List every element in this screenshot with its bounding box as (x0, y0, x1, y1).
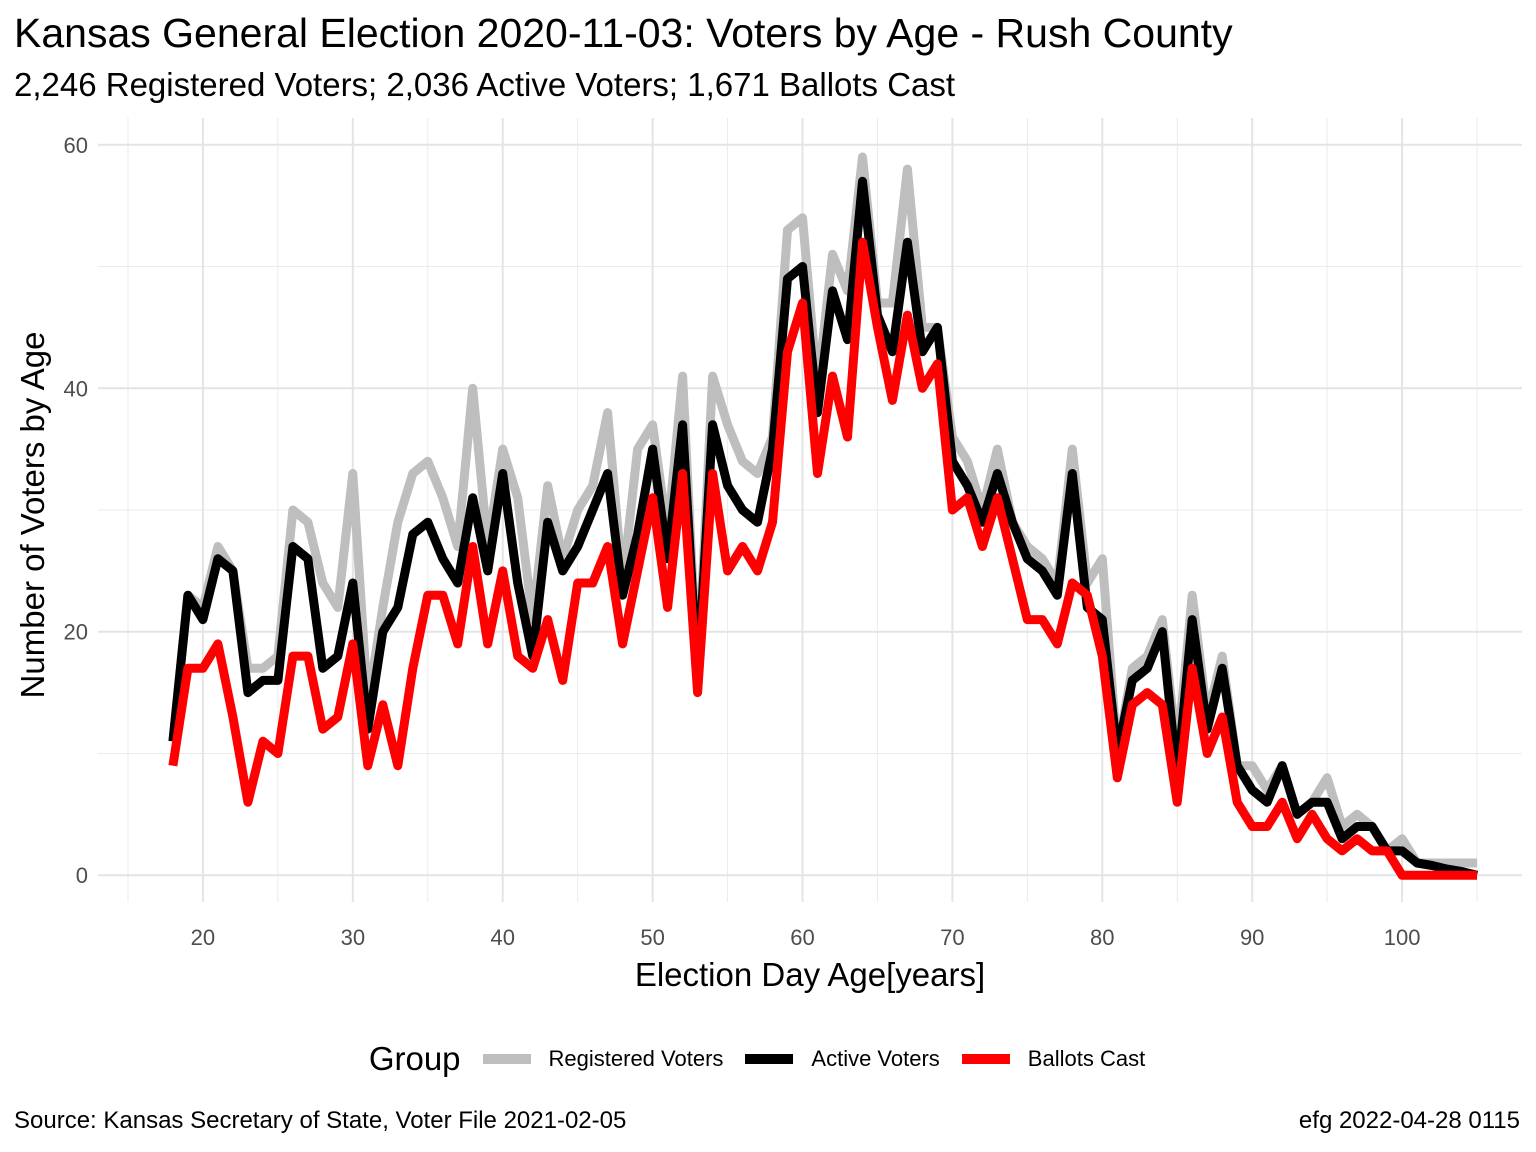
y-tick-label: 60 (64, 133, 88, 158)
x-tick-label: 90 (1240, 925, 1264, 950)
x-tick-label: 70 (940, 925, 964, 950)
series-ballots-cast (168, 237, 1477, 880)
x-tick-label: 80 (1090, 925, 1114, 950)
y-tick-label: 0 (76, 863, 88, 888)
x-tick-label: 60 (790, 925, 814, 950)
legend-label-active: Active Voters (811, 1046, 940, 1071)
legend: Group Registered Voters Active Voters Ba… (0, 1040, 1536, 1078)
legend-label-ballots: Ballots Cast (1027, 1046, 1146, 1071)
x-axis-title: Election Day Age[years] (635, 956, 985, 993)
x-tick-labels: 20 30 40 50 60 70 80 90 100 (191, 925, 1421, 950)
y-tick-label: 40 (64, 376, 88, 401)
x-tick-label: 50 (640, 925, 664, 950)
x-tick-label: 30 (341, 925, 365, 950)
source-caption: Source: Kansas Secretary of State, Voter… (14, 1107, 627, 1134)
line-chart: 20 30 40 50 60 70 80 90 100 0 20 40 60 Election Day… (14, 118, 1522, 993)
series-active-voters (168, 176, 1479, 880)
series-lines (168, 152, 1479, 880)
legend-label-registered: Registered Voters (548, 1046, 724, 1071)
x-tick-label: 20 (191, 925, 215, 950)
minor-gridlines (98, 118, 1522, 902)
legend-key-registered (482, 1054, 531, 1064)
legend-key-active (745, 1054, 794, 1064)
y-axis-title: Number of Voters by Age (14, 332, 51, 699)
legend-title: Group (368, 1040, 461, 1077)
legend-item-ballots: Ballots Cast (961, 1046, 1146, 1072)
x-tick-label: 40 (490, 925, 514, 950)
y-tick-labels: 0 20 40 60 (64, 133, 88, 888)
x-tick-label: 100 (1384, 925, 1421, 950)
y-tick-label: 20 (64, 620, 88, 645)
chart-subtitle: 2,246 Registered Voters; 2,036 Active Vo… (14, 66, 956, 103)
chart-title: Kansas General Election 2020-11-03: Vote… (14, 10, 1233, 56)
legend-item-active: Active Voters (745, 1046, 940, 1072)
legend-key-ballots (961, 1054, 1010, 1064)
author-caption: efg 2022-04-28 0115 (1298, 1107, 1520, 1134)
legend-item-registered: Registered Voters (482, 1046, 724, 1072)
